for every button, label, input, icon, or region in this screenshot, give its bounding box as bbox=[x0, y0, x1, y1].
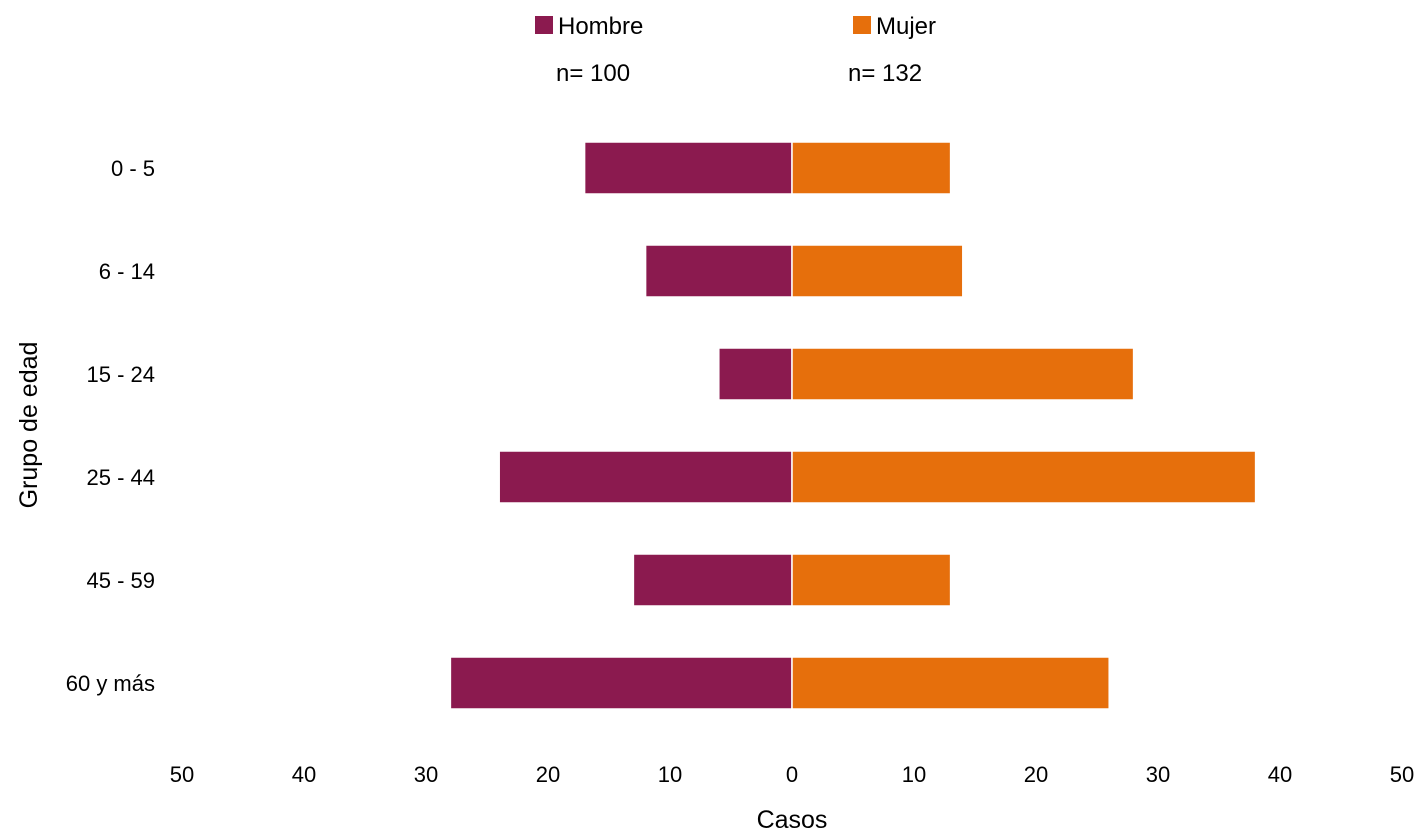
bar-hombre-6-14 bbox=[644, 244, 793, 298]
x-tick-label-neg-40: 40 bbox=[292, 762, 316, 787]
y-tick-label-0-5: 0 - 5 bbox=[111, 156, 155, 181]
y-tick-label-60-y-m-s: 60 y más bbox=[66, 671, 155, 696]
y-axis-title: Grupo de edad bbox=[15, 342, 43, 509]
bar-mujer-6-14 bbox=[791, 244, 964, 298]
y-tick-label-45-59: 45 - 59 bbox=[87, 568, 156, 593]
legend-label-hombre: Hombre bbox=[558, 13, 643, 40]
x-tick-label-neg-10: 10 bbox=[658, 762, 682, 787]
y-tick-labels: 0 - 5 6 - 14 15 - 24 25 - 44 45 - 59 60 y más bbox=[66, 156, 155, 696]
x-tick-labels: 50 40 30 20 10 0 10 20 30 40 50 bbox=[170, 762, 1414, 787]
bar-hombre-60-y-m-s bbox=[449, 656, 793, 710]
legend-label-mujer: Mujer bbox=[876, 13, 936, 40]
legend-n-hombre: n= 100 bbox=[556, 60, 630, 87]
legend-swatch-hombre bbox=[535, 16, 553, 34]
bar-mujer-45-59 bbox=[791, 553, 952, 607]
bar-mujer-60-y-m-s bbox=[791, 656, 1110, 710]
y-tick-label-15-24: 15 - 24 bbox=[87, 362, 156, 387]
legend: Hombre n= 100 Mujer n= 132 bbox=[535, 13, 936, 87]
x-tick-label-neg-30: 30 bbox=[414, 762, 438, 787]
legend-n-mujer: n= 132 bbox=[848, 60, 922, 87]
bar-mujer-25-44 bbox=[791, 450, 1257, 504]
bar-mujer-15-24 bbox=[791, 347, 1135, 401]
y-tick-label-25-44: 25 - 44 bbox=[87, 465, 156, 490]
x-tick-label-40: 40 bbox=[1268, 762, 1292, 787]
bar-hombre-15-24 bbox=[718, 347, 793, 401]
x-tick-label-10: 10 bbox=[902, 762, 926, 787]
x-axis-title: Casos bbox=[757, 806, 828, 832]
bar-mujer-0-5 bbox=[791, 141, 952, 195]
bars-layer bbox=[449, 141, 1257, 710]
x-tick-label-neg-20: 20 bbox=[536, 762, 560, 787]
x-tick-label-50: 50 bbox=[1390, 762, 1414, 787]
y-tick-label-6-14: 6 - 14 bbox=[99, 259, 155, 284]
bar-hombre-25-44 bbox=[498, 450, 793, 504]
x-tick-label-neg-50: 50 bbox=[170, 762, 194, 787]
x-tick-label-0: 0 bbox=[786, 762, 798, 787]
x-tick-label-20: 20 bbox=[1024, 762, 1048, 787]
x-tick-label-30: 30 bbox=[1146, 762, 1170, 787]
bar-hombre-0-5 bbox=[583, 141, 793, 195]
bar-hombre-45-59 bbox=[632, 553, 793, 607]
legend-swatch-mujer bbox=[853, 16, 871, 34]
